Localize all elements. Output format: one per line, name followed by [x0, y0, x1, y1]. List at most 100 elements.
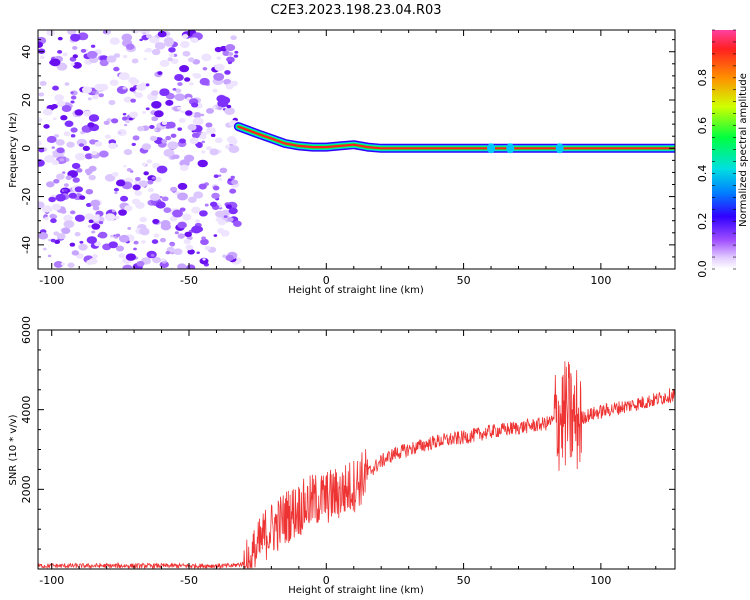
noise-cell	[55, 139, 65, 146]
noise-cell	[46, 135, 57, 144]
noise-cell	[51, 159, 59, 166]
snr-series-line	[38, 361, 675, 569]
noise-cell	[51, 103, 58, 109]
noise-cell	[165, 135, 172, 141]
noise-cell	[87, 97, 92, 101]
noise-cell	[192, 111, 202, 119]
noise-cell	[72, 61, 82, 69]
y-tick-label: -40	[20, 236, 33, 254]
noise-cell	[157, 71, 163, 75]
noise-cell	[70, 134, 76, 138]
noise-cell	[219, 167, 228, 174]
x-tick-label: -50	[180, 574, 198, 587]
noise-cell	[94, 141, 103, 147]
noise-cell	[84, 153, 94, 160]
noise-cell	[67, 262, 75, 268]
noise-cell	[230, 35, 237, 41]
noise-cell	[60, 115, 68, 121]
noise-cell	[206, 107, 215, 114]
noise-cell	[223, 215, 228, 218]
noise-cell	[80, 48, 87, 53]
snr-x-ticks: -100 -50 0 50 100	[39, 330, 657, 587]
noise-cell	[227, 61, 233, 65]
noise-cell	[104, 134, 111, 139]
noise-cell	[135, 92, 144, 99]
noise-cell	[143, 171, 149, 176]
noise-cell	[151, 239, 159, 244]
signal-blob	[506, 143, 515, 154]
noise-cell	[118, 209, 127, 216]
noise-cell	[169, 215, 178, 222]
noise-cell	[62, 52, 68, 57]
noise-cell	[189, 137, 199, 145]
noise-cell	[131, 58, 139, 64]
noise-cell	[191, 102, 199, 108]
noise-cell	[145, 83, 150, 87]
noise-cell	[74, 214, 85, 222]
noise-cell	[52, 117, 57, 121]
noise-cell	[209, 148, 219, 156]
noise-cell	[197, 159, 208, 168]
noise-cell	[218, 178, 222, 181]
noise-cell	[169, 242, 175, 247]
noise-cell	[88, 174, 96, 181]
noise-cell	[92, 90, 97, 94]
noise-cell	[88, 219, 94, 224]
noise-cell	[49, 58, 61, 67]
noise-cell	[106, 55, 117, 63]
noise-cell	[39, 55, 45, 60]
noise-cell	[138, 180, 149, 188]
noise-cell	[92, 205, 100, 211]
noise-cell	[150, 254, 155, 257]
noise-cell	[124, 205, 133, 212]
noise-cell	[223, 78, 232, 85]
noise-cell	[133, 247, 137, 251]
noise-cell	[134, 177, 141, 182]
noise-cell	[56, 233, 66, 240]
noise-cell	[59, 158, 65, 162]
noise-cell	[84, 168, 93, 175]
noise-cell	[122, 86, 127, 90]
noise-cell	[48, 238, 52, 242]
noise-cell	[195, 219, 201, 223]
noise-cell	[67, 30, 77, 35]
noise-cell	[147, 180, 154, 185]
noise-cell	[226, 104, 232, 109]
colorbar-tick-label: 0.6	[696, 117, 709, 135]
noise-cell	[139, 216, 147, 223]
noise-cell	[136, 260, 145, 267]
colorbar-tick-label: 0.8	[696, 69, 709, 87]
noise-cell	[154, 42, 166, 50]
noise-cell	[87, 122, 95, 128]
noise-cell	[111, 118, 119, 124]
noise-cell	[173, 248, 183, 256]
noise-cell	[110, 234, 114, 238]
noise-cell	[118, 234, 130, 243]
noise-cell	[122, 116, 128, 121]
noise-cell	[191, 132, 200, 139]
noise-cell	[230, 175, 235, 180]
noise-cell	[48, 196, 56, 203]
noise-cell	[184, 231, 192, 238]
noise-cell	[200, 113, 205, 117]
noise-cell	[168, 47, 176, 53]
noise-cell	[88, 114, 100, 122]
noise-cell	[187, 249, 195, 255]
colorbar-gradient	[712, 30, 736, 269]
noise-cell	[60, 209, 67, 214]
noise-cell	[229, 188, 237, 194]
spectrogram-x-ticks: -100 -50 0 50 100	[39, 30, 657, 287]
x-tick-label: -100	[39, 574, 64, 587]
noise-cell	[214, 63, 225, 72]
noise-cell	[177, 182, 188, 190]
noise-cell	[50, 238, 56, 243]
noise-cell	[185, 244, 194, 251]
noise-cell	[141, 143, 152, 151]
snr-y-label: SNR (10 * v/v)	[8, 414, 19, 485]
noise-cell	[186, 264, 196, 269]
noise-cell	[177, 221, 187, 229]
noise-cell	[72, 54, 79, 59]
noise-cell	[61, 262, 65, 266]
x-tick-label: 50	[457, 274, 471, 287]
noise-cell	[164, 40, 174, 47]
